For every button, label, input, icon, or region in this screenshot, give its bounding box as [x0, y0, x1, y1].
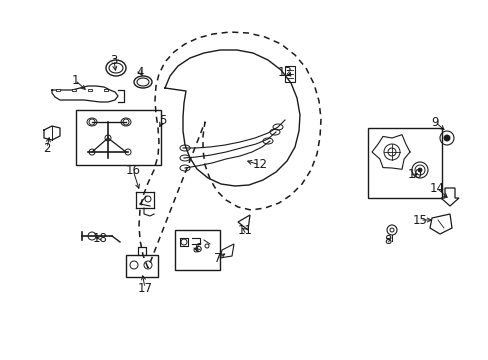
Text: 14: 14 — [428, 181, 444, 194]
Text: 15: 15 — [412, 213, 427, 226]
Text: 13: 13 — [277, 66, 292, 78]
Polygon shape — [371, 135, 409, 169]
Bar — [367, 128, 441, 198]
Bar — [126, 255, 158, 277]
Text: 16: 16 — [125, 163, 140, 176]
Text: 8: 8 — [384, 234, 391, 247]
Circle shape — [443, 135, 449, 141]
Text: 2: 2 — [43, 141, 51, 154]
Text: 6: 6 — [194, 242, 202, 255]
Bar — [175, 230, 220, 270]
Bar — [104, 89, 108, 91]
Text: 3: 3 — [110, 54, 118, 67]
Bar — [88, 89, 92, 91]
Text: 11: 11 — [237, 224, 252, 237]
Text: 7: 7 — [214, 252, 221, 265]
Bar — [56, 89, 60, 91]
Text: 17: 17 — [137, 282, 152, 294]
Text: 9: 9 — [430, 116, 438, 129]
Circle shape — [417, 168, 421, 172]
Bar — [72, 89, 76, 91]
Text: 4: 4 — [136, 66, 143, 78]
Bar — [285, 66, 294, 82]
Text: 5: 5 — [159, 113, 166, 126]
Text: 1: 1 — [71, 73, 79, 86]
Text: 18: 18 — [92, 231, 107, 244]
Text: 12: 12 — [252, 158, 267, 171]
Bar — [76, 110, 161, 165]
Text: 10: 10 — [407, 168, 422, 181]
